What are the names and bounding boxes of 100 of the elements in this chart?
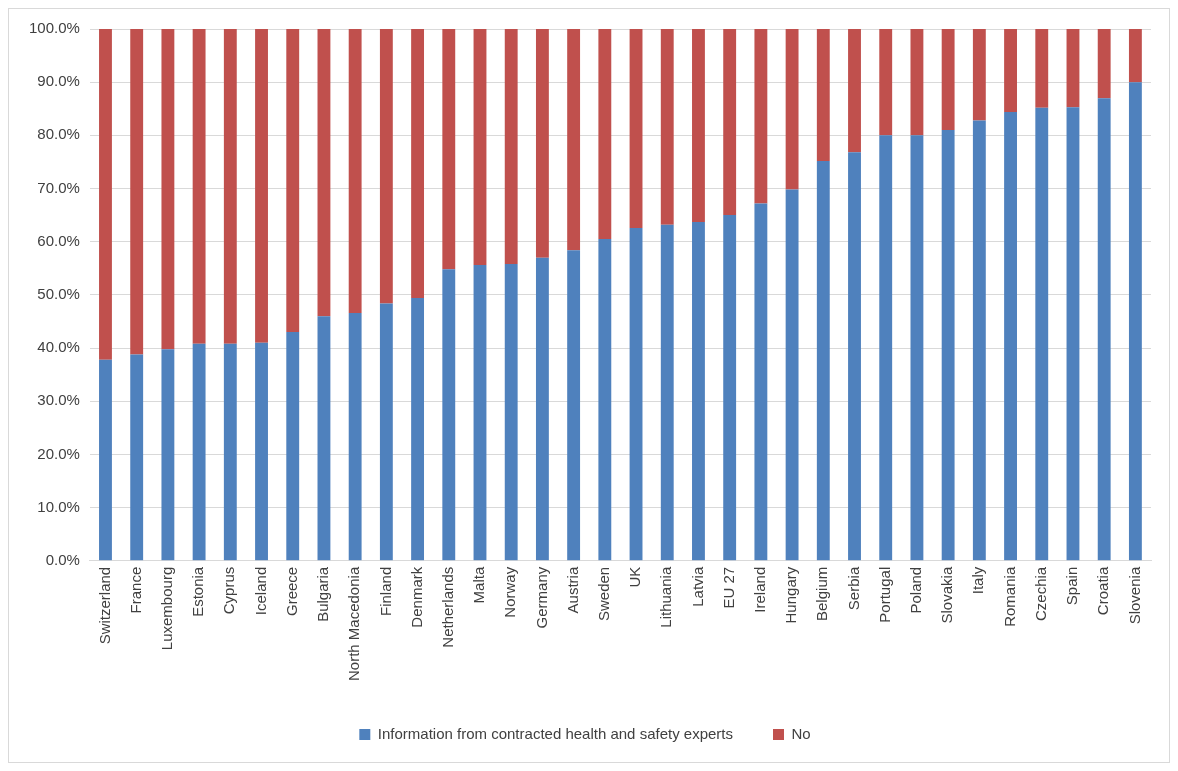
bar [286, 332, 300, 561]
bar [192, 29, 206, 344]
y-tick-label: 10.0% [37, 497, 80, 515]
legend-label: Information from contracted health and safety experts [377, 724, 734, 742]
y-tick-label: 100.0% [29, 19, 80, 37]
x-tick-label: Portugal [875, 566, 893, 623]
bar [130, 29, 144, 355]
bar [629, 227, 643, 561]
bar [692, 29, 705, 223]
bar [411, 298, 425, 561]
x-tick-label: Netherlands [438, 566, 456, 648]
bar [785, 189, 799, 561]
bar [660, 29, 674, 225]
x-tick-label: Norway [501, 566, 519, 618]
bar [1128, 29, 1142, 83]
bar [99, 29, 112, 360]
y-tick-label: 70.0% [37, 178, 80, 196]
bar [1066, 107, 1080, 561]
x-tick-label: EU 27 [719, 566, 737, 609]
bar [723, 29, 737, 216]
bar [785, 29, 799, 190]
bar [223, 29, 237, 344]
x-tick-label: Estonia [189, 566, 207, 617]
bar [535, 257, 549, 561]
bar [442, 29, 456, 270]
bar [598, 239, 612, 561]
bar [411, 29, 425, 299]
x-tick-label: Finland [376, 566, 394, 616]
bar [1097, 29, 1111, 99]
y-tick-label: 60.0% [37, 231, 80, 249]
bar [816, 29, 830, 161]
y-tick-label: 0.0% [45, 550, 80, 568]
x-tick-label: Lithuania [657, 566, 675, 628]
x-tick-label: Germany [532, 566, 550, 629]
x-tick-label: Cyprus [220, 566, 238, 615]
x-tick-label: Iceland [251, 566, 269, 616]
bar [567, 250, 581, 561]
bar [660, 224, 674, 561]
bar [1066, 29, 1080, 108]
x-tick-label: Malta [470, 566, 488, 604]
x-tick-label: Sweden [594, 566, 612, 621]
bar [223, 343, 237, 561]
x-tick-label: Slovakia [938, 566, 956, 624]
bar [379, 303, 393, 561]
bar [161, 349, 175, 561]
x-tick-label: Bulgaria [314, 566, 332, 622]
y-tick-label: 50.0% [37, 285, 80, 303]
x-tick-label: Latvia [688, 566, 706, 607]
y-tick-label: 30.0% [37, 391, 80, 409]
bar [910, 29, 924, 136]
bar [629, 29, 643, 228]
bar [99, 359, 112, 561]
x-tick-label: Serbia [844, 566, 862, 611]
bar [348, 312, 362, 561]
x-tick-label: Slovenia [1125, 566, 1143, 625]
x-tick-label: Croatia [1094, 566, 1112, 616]
bar [567, 29, 581, 251]
bar [1035, 29, 1049, 108]
bar [848, 29, 861, 153]
bar [754, 203, 768, 561]
bar [941, 130, 955, 561]
bar [598, 29, 612, 240]
bar [504, 264, 518, 561]
bar [473, 265, 487, 561]
bar [1004, 29, 1017, 112]
x-tick-label: Greece [282, 566, 300, 616]
x-tick-label: Hungary [782, 566, 800, 624]
bar [1004, 111, 1017, 561]
bar [317, 316, 331, 561]
x-tick-label: UK [626, 566, 644, 588]
bar [816, 160, 830, 561]
bar [941, 29, 955, 131]
bar [723, 215, 737, 561]
x-tick-label: France [126, 566, 144, 614]
bar [910, 135, 924, 561]
y-tick-label: 40.0% [37, 338, 80, 356]
x-tick-label: Austria [563, 566, 581, 614]
bar [692, 222, 705, 561]
bar [879, 29, 893, 136]
bar [879, 135, 893, 561]
bar [255, 29, 268, 343]
x-tick-label: Czechia [1031, 566, 1049, 621]
bar [754, 29, 768, 204]
bar [317, 29, 331, 317]
bar [379, 29, 393, 304]
bar [1097, 98, 1111, 561]
bar [848, 152, 861, 561]
bar [286, 29, 300, 333]
bar [130, 354, 144, 561]
y-tick-label: 20.0% [37, 444, 80, 462]
x-tick-label: Belgium [813, 566, 831, 621]
x-tick-label: Luxembourg [158, 566, 176, 651]
y-tick-label: 80.0% [37, 125, 80, 143]
x-tick-label: North Macedonia [345, 566, 363, 682]
x-tick-label: Switzerland [95, 566, 113, 645]
bar [504, 29, 518, 265]
bar [1035, 107, 1049, 561]
legend-label: No [791, 724, 811, 742]
bar [535, 29, 549, 258]
bar [161, 29, 175, 350]
